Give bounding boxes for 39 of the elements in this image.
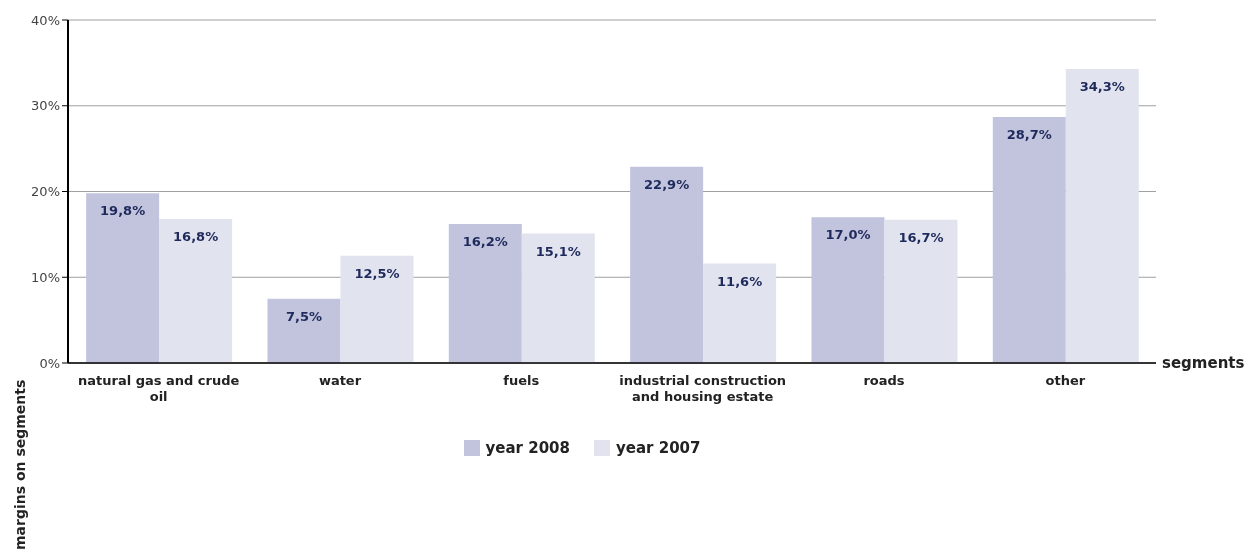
bar (521, 233, 595, 363)
x-tick-label: roads (863, 373, 905, 388)
data-label: 17,0% (825, 227, 871, 243)
y-tick-label: 20% (31, 184, 60, 200)
y-tick-label: 40% (31, 12, 60, 28)
x-axis-title: segments (1162, 354, 1245, 372)
data-label: 11,6% (717, 273, 763, 289)
bar (703, 263, 777, 363)
y-tick-label: 0% (39, 355, 60, 371)
data-label: 22,9% (644, 176, 690, 192)
data-label: 15,1% (535, 243, 581, 259)
bar (1065, 68, 1139, 363)
bar (159, 218, 233, 363)
bar (811, 217, 885, 363)
bar (448, 224, 522, 363)
x-tick-label: other (1045, 373, 1086, 388)
data-label: 28,7% (1006, 126, 1052, 142)
legend-label: year 2007 (615, 439, 701, 457)
data-label: 7,5% (285, 308, 322, 324)
data-label: 19,8% (100, 203, 146, 219)
x-tick-label: industrial construction and housing estate (619, 373, 787, 404)
data-label: 16,7% (898, 229, 944, 245)
x-tick-label: natural gas and crude oil (77, 373, 240, 404)
data-label: 12,5% (354, 265, 400, 281)
bar (630, 166, 704, 363)
legend-label: year 2008 (484, 439, 570, 457)
data-label: 16,8% (173, 228, 219, 244)
y-axis-title: margins on segments (12, 379, 28, 550)
bar (340, 255, 414, 363)
y-tick-label: 30% (31, 98, 60, 114)
bar (992, 116, 1066, 363)
x-tick-label: water (318, 373, 362, 388)
bar (267, 298, 341, 363)
data-label: 16,2% (462, 234, 508, 250)
y-tick-label: 10% (31, 269, 60, 285)
x-tick-label: fuels (503, 373, 540, 388)
data-label: 34,3% (1079, 78, 1125, 94)
bar (884, 219, 958, 363)
bar (86, 193, 160, 363)
